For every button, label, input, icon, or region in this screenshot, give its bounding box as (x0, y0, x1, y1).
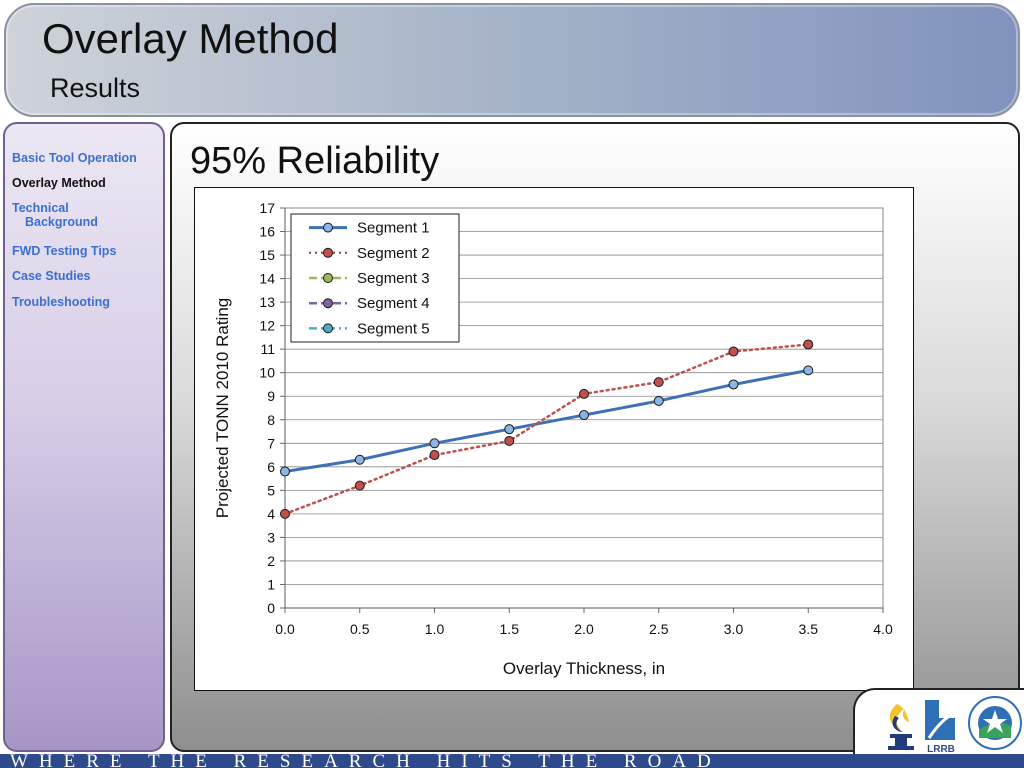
sidebar-item-overlay-method[interactable]: Overlay Method (12, 176, 106, 190)
y-axis-label: Projected TONN 2010 Rating (213, 298, 232, 519)
legend-marker-segment-3 (323, 273, 333, 283)
y-tick-label: 1 (267, 576, 275, 592)
logo-area: LRRB (853, 688, 1024, 755)
y-tick-label: 14 (259, 271, 275, 287)
legend-marker-segment-4 (323, 298, 333, 309)
sidebar-item-troubleshooting[interactable]: Troubleshooting (12, 295, 110, 309)
page-subtitle: Results (50, 73, 141, 103)
data-point-segment-1 (579, 410, 589, 421)
data-point-segment-1 (429, 438, 440, 449)
y-tick-label: 7 (267, 435, 275, 451)
y-tick-label: 6 (267, 459, 275, 475)
x-tick-label: 3.0 (724, 621, 744, 637)
data-point-segment-2 (429, 450, 440, 461)
legend-label-segment-4: Segment 4 (357, 295, 430, 312)
x-tick-label: 2.0 (574, 621, 594, 637)
legend-label-segment-1: Segment 1 (357, 220, 430, 237)
y-tick-label: 16 (259, 224, 275, 240)
x-tick-label: 2.5 (649, 621, 669, 637)
y-tick-label: 9 (267, 388, 275, 404)
footer-band: WHERE THE RESEARCH HITS THE ROAD (0, 754, 1024, 768)
data-point-segment-1 (728, 379, 739, 390)
y-tick-label: 8 (267, 412, 275, 428)
legend-label-segment-3: Segment 3 (357, 270, 430, 287)
lrrb-logo-text: LRRB (927, 744, 955, 755)
y-tick-label: 15 (259, 247, 275, 263)
sidebar-nav: Basic Tool Operation Overlay Method Tech… (3, 122, 165, 752)
legend-label-segment-2: Segment 2 (357, 245, 430, 262)
x-tick-label: 1.5 (500, 621, 520, 637)
data-point-segment-2 (280, 508, 290, 519)
data-point-segment-2 (803, 339, 814, 350)
legend-marker-segment-5 (323, 323, 333, 334)
data-point-segment-1 (280, 466, 290, 477)
x-axis-label: Overlay Thickness, in (503, 659, 665, 678)
x-tick-label: 3.5 (799, 621, 819, 637)
legend-label-segment-5: Segment 5 (357, 320, 430, 337)
x-tick-label: 4.0 (873, 621, 893, 637)
data-point-segment-2 (653, 377, 664, 388)
lrrb-logo-icon: LRRB (925, 700, 955, 755)
slide-heading: 95% Reliability (190, 140, 440, 182)
data-point-segment-1 (803, 365, 814, 376)
y-tick-label: 17 (259, 200, 275, 216)
legend-marker-segment-2 (323, 247, 333, 258)
series-line-segment-1 (283, 368, 810, 474)
chart-container: 0 1 2 3 4 5 6 7 8 9 10 11 12 13 14 15 16 17 0.0 0.5 1.0 1.5 2.… (194, 187, 914, 691)
data-point-segment-1 (653, 395, 664, 406)
title-banner: Overlay Method Results (4, 3, 1020, 117)
sidebar-item-basic-tool-operation[interactable]: Basic Tool Operation (12, 151, 137, 165)
sidebar-item-fwd-testing-tips[interactable]: FWD Testing Tips (12, 244, 117, 258)
sidebar-item-case-studies[interactable]: Case Studies (12, 269, 91, 283)
data-point-segment-2 (354, 480, 365, 491)
y-tick-label: 3 (267, 529, 275, 545)
data-point-segment-2 (579, 388, 589, 399)
data-point-segment-2 (504, 435, 515, 446)
legend-marker-segment-1 (323, 222, 333, 233)
sidebar-item-label: Technical (12, 201, 69, 215)
mndot-seal-icon (968, 696, 1022, 750)
torch-logo-icon (888, 704, 914, 750)
legend-box (290, 213, 460, 343)
y-tick-label: 12 (259, 318, 275, 334)
y-tick-label: 2 (267, 553, 275, 569)
series-line-segment-2 (283, 343, 810, 516)
data-point-segment-1 (354, 454, 365, 465)
page-title: Overlay Method (42, 15, 339, 62)
y-tick-label: 10 (259, 365, 275, 381)
x-tick-label: 1.0 (425, 621, 445, 637)
x-tick-label: 0.5 (350, 621, 370, 637)
sidebar-item-technical-background[interactable]: Technical Background (12, 201, 98, 229)
data-point-segment-2 (728, 346, 739, 357)
y-tick-label: 5 (267, 482, 275, 498)
footer-slogan: WHERE THE RESEARCH HITS THE ROAD (10, 754, 722, 768)
y-tick-label: 4 (267, 506, 275, 522)
y-tick-label: 0 (267, 600, 275, 616)
data-point-segment-1 (504, 424, 515, 435)
y-tick-label: 13 (259, 294, 275, 310)
x-tick-label: 0.0 (275, 621, 295, 637)
y-tick-label: 11 (260, 341, 275, 357)
sidebar-item-label-line2: Background (25, 215, 98, 229)
